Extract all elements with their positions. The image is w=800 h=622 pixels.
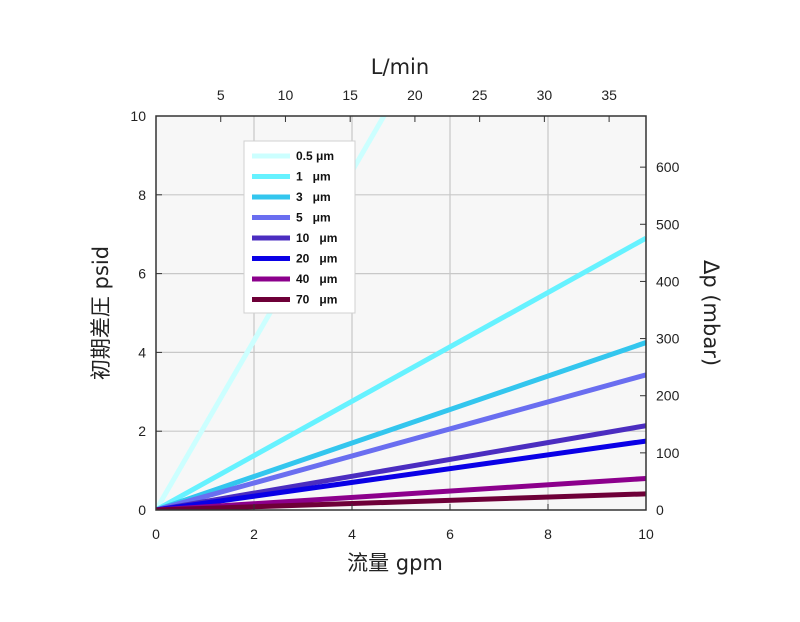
top-tick-label: 10: [278, 87, 294, 103]
series-line: [156, 438, 646, 510]
series-line: [156, 475, 646, 510]
legend: 0.5 μm 1 μm 3 μm 5 μm 10 μm 20 μm 40 μm 70 μm: [243, 140, 356, 314]
y-tick-label: 10: [130, 108, 146, 124]
x-tick-label: 0: [152, 526, 160, 542]
plot-frame: [155, 115, 647, 511]
series-line: [156, 340, 646, 510]
series-line: [156, 491, 646, 510]
y-tick-label: 0: [138, 502, 146, 518]
series-line: [156, 116, 387, 510]
legend-label: 3 μm: [296, 190, 331, 204]
top-tick-label: 25: [472, 87, 488, 103]
legend-label: 0.5 μm: [296, 149, 334, 163]
y-tick-label: 4: [138, 344, 146, 360]
y-tick-label: 6: [138, 266, 146, 282]
legend-label: 40 μm: [296, 272, 337, 286]
right-tick-label: 0: [656, 502, 664, 518]
legend-label: 20 μm: [296, 252, 337, 266]
series-line: [156, 235, 646, 510]
y-tick-label: 2: [138, 423, 146, 439]
legend-box: [243, 140, 356, 314]
top-tick-label: 30: [537, 87, 553, 103]
x-tick-label: 4: [348, 526, 356, 542]
x-tick-label: 10: [638, 526, 654, 542]
y-axis-title: 初期差圧 psid: [89, 246, 113, 380]
x-tick-label: 6: [446, 526, 454, 542]
y-tick-label: 8: [138, 187, 146, 203]
x-tick-label: 2: [250, 526, 258, 542]
legend-label: 5 μm: [296, 211, 331, 225]
right-tick-label: 400: [656, 273, 680, 289]
series-line: [156, 423, 646, 510]
top-axis-title: L/min: [371, 55, 429, 79]
legend-label: 70 μm: [296, 293, 337, 307]
legend-label: 1 μm: [296, 170, 331, 184]
top-tick-label: 5: [217, 87, 225, 103]
x-axis-title: 流量 gpm: [347, 551, 443, 575]
right-tick-label: 100: [656, 445, 680, 461]
top-tick-label: 35: [601, 87, 617, 103]
right-tick-label: 500: [656, 216, 680, 232]
right-tick-label: 200: [656, 388, 680, 404]
top-tick-label: 15: [342, 87, 358, 103]
series-lines: [156, 116, 646, 510]
right-tick-label: 300: [656, 331, 680, 347]
top-tick-label: 20: [407, 87, 423, 103]
right-axis-title: Δp (mbar): [699, 260, 723, 366]
legend-label: 10 μm: [296, 231, 337, 245]
series-line: [156, 372, 646, 510]
x-tick-label: 8: [544, 526, 552, 542]
right-tick-label: 600: [656, 159, 680, 175]
